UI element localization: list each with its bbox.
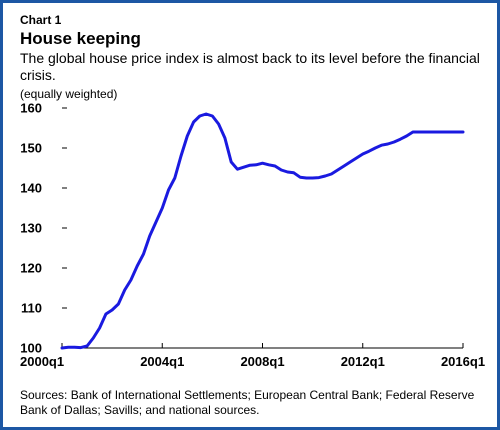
unit-note: (equally weighted) bbox=[20, 87, 118, 101]
y-tick-label: 140 bbox=[20, 181, 42, 196]
x-tick-label: 2004q1 bbox=[140, 354, 184, 369]
line-chart: 100 110 120 130 140 150 160 2000q1 2004q1 2008q1… bbox=[20, 101, 485, 370]
y-tick-label: 130 bbox=[20, 221, 42, 236]
y-tick-label: 100 bbox=[20, 341, 42, 356]
chart-title: House keeping bbox=[20, 29, 141, 48]
x-axis-ticks: 2000q1 2004q1 2008q1 2012q1 2016q1 bbox=[20, 343, 485, 369]
x-tick-label: 2016q1 bbox=[441, 354, 485, 369]
sources-note: Sources: Bank of International Settlemen… bbox=[20, 388, 475, 417]
y-axis-ticks: 100 110 120 130 140 150 160 bbox=[20, 101, 67, 356]
y-tick-label: 160 bbox=[20, 101, 42, 116]
x-tick-label: 2008q1 bbox=[240, 354, 284, 369]
y-tick-label: 120 bbox=[20, 261, 42, 276]
y-tick-label: 110 bbox=[21, 301, 42, 316]
series-line bbox=[60, 112, 465, 350]
series-lines bbox=[60, 112, 465, 350]
x-tick-label: 2012q1 bbox=[341, 354, 385, 369]
x-tick-label: 2000q1 bbox=[20, 354, 64, 369]
chart-number: Chart 1 bbox=[20, 13, 62, 27]
y-tick-label: 150 bbox=[20, 141, 42, 156]
chart-subtitle: The global house price index is almost b… bbox=[20, 50, 480, 83]
